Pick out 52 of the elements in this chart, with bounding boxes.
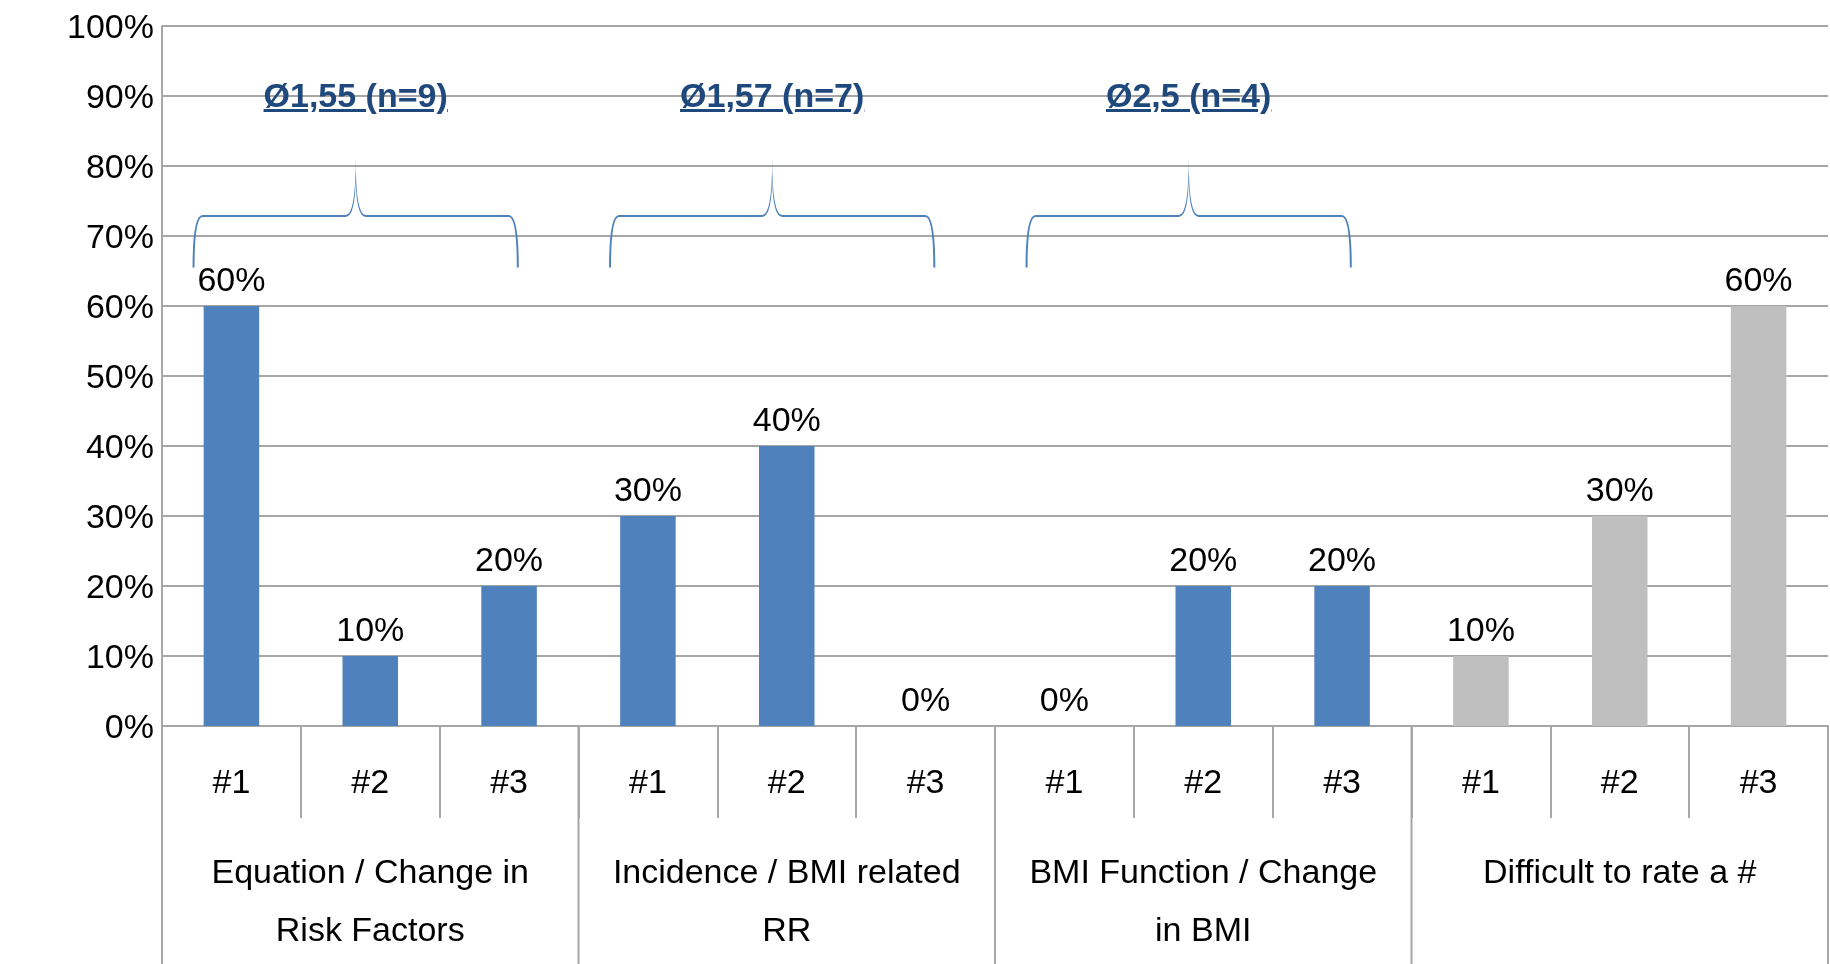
x-tick-label: #1: [1462, 762, 1500, 800]
y-tick-label: 70%: [85, 217, 154, 255]
data-label: 0%: [901, 680, 951, 718]
x-tick-label: #2: [1184, 762, 1223, 800]
x-tick-label: #1: [629, 762, 667, 800]
x-tick-label: #2: [767, 762, 806, 800]
data-label: 20%: [1169, 540, 1238, 578]
x-tick-label: #2: [1600, 762, 1639, 800]
y-tick-label: 20%: [85, 567, 154, 605]
bar: [342, 656, 399, 726]
x-tick-label: #2: [351, 762, 390, 800]
x-tick-label: #3: [1739, 762, 1778, 800]
text: Equation / Change in Risk Factors: [210, 851, 531, 950]
data-label: 0%: [1039, 680, 1089, 718]
y-tick-label: 90%: [85, 77, 154, 115]
y-tick-label: 50%: [85, 357, 154, 395]
y-tick-label: 40%: [85, 427, 154, 465]
annotation: Ø1,55 (n=9): [263, 76, 448, 115]
x-tick-label: #3: [906, 762, 945, 800]
y-tick-label: 100%: [67, 7, 154, 45]
data-label: 60%: [1724, 260, 1793, 298]
y-tick-label: 10%: [85, 637, 154, 675]
data-label: 20%: [1308, 540, 1377, 578]
text: Incidence / BMI related RR: [611, 851, 962, 950]
x-tick-label: #1: [1045, 762, 1084, 800]
annotation: Ø2,5 (n=4): [1106, 76, 1272, 115]
x-tick-label: #1: [212, 762, 251, 800]
text: BMI Function / Change in BMI: [1028, 851, 1379, 950]
annotation: Ø1,57 (n=7): [680, 76, 865, 115]
data-label: 10%: [1446, 610, 1515, 648]
data-label: 60%: [197, 260, 266, 298]
text: Difficult to rate a #: [1482, 851, 1758, 892]
y-tick-label: 0%: [104, 707, 154, 745]
y-tick-label: 60%: [85, 287, 154, 325]
y-tick-label: 80%: [85, 147, 154, 185]
data-label: 40%: [752, 400, 821, 438]
bar: [1314, 586, 1370, 726]
data-label: 30%: [1585, 470, 1654, 508]
bar: [1453, 656, 1509, 726]
x-tick-label: #3: [490, 762, 528, 800]
x-tick-label: #3: [1323, 762, 1361, 800]
data-label: 30%: [613, 470, 682, 508]
bar: [1591, 516, 1648, 726]
y-tick-label: 30%: [85, 497, 154, 535]
bar: [203, 306, 260, 726]
data-label: 10%: [336, 610, 405, 648]
bar: [620, 516, 676, 726]
bar: [1730, 306, 1787, 726]
bar: [481, 586, 537, 726]
bar: [1175, 586, 1232, 726]
data-label: 20%: [475, 540, 544, 578]
bar: [758, 446, 815, 726]
